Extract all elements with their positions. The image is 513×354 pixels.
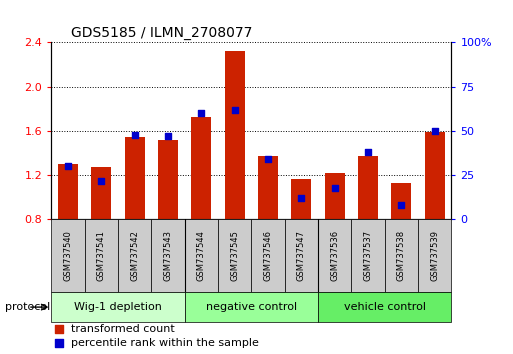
Bar [58,164,78,219]
Bar [258,156,278,219]
Point [130,132,139,137]
Text: protocol: protocol [5,302,50,312]
Bar [358,156,378,219]
Text: negative control: negative control [206,302,297,312]
Point [397,202,405,208]
Point [264,156,272,162]
Bar [251,219,285,292]
Bar [118,219,151,292]
Bar [325,173,345,219]
Bar [91,167,111,219]
Bar [425,132,445,219]
Bar [191,116,211,219]
Bar [51,292,185,322]
Bar [185,219,218,292]
Bar [125,137,145,219]
Point [197,110,205,116]
Text: GSM737539: GSM737539 [430,230,439,281]
Text: transformed count: transformed count [71,324,175,334]
Text: GSM737544: GSM737544 [197,230,206,281]
Bar [391,183,411,219]
Bar [151,219,185,292]
Bar [285,219,318,292]
Bar [385,219,418,292]
Text: GSM737538: GSM737538 [397,230,406,281]
Bar [225,51,245,219]
Text: percentile rank within the sample: percentile rank within the sample [71,338,259,348]
Point [430,128,439,134]
Text: GSM737547: GSM737547 [297,230,306,281]
Text: GSM737536: GSM737536 [330,230,339,281]
Point [55,341,64,346]
Point [330,185,339,190]
Text: GSM737545: GSM737545 [230,230,239,281]
Bar [218,219,251,292]
Bar [418,219,451,292]
Point [164,133,172,139]
Text: GDS5185 / ILMN_2708077: GDS5185 / ILMN_2708077 [71,26,253,40]
Bar [185,292,318,322]
Point [64,164,72,169]
Text: vehicle control: vehicle control [344,302,426,312]
Bar [51,219,85,292]
Text: GSM737537: GSM737537 [364,230,372,281]
Text: GSM737540: GSM737540 [64,230,72,281]
Text: GSM737546: GSM737546 [264,230,272,281]
Point [364,149,372,155]
Text: Wig-1 depletion: Wig-1 depletion [74,302,162,312]
Point [97,178,106,183]
Bar [158,140,178,219]
Bar [318,219,351,292]
Bar [318,292,451,322]
Bar [291,178,311,219]
Text: GSM737542: GSM737542 [130,230,139,281]
Text: GSM737543: GSM737543 [164,230,172,281]
Text: GSM737541: GSM737541 [97,230,106,281]
Bar [85,219,118,292]
Point [230,107,239,113]
Point [55,326,64,332]
Bar [351,219,385,292]
Point [297,195,305,201]
